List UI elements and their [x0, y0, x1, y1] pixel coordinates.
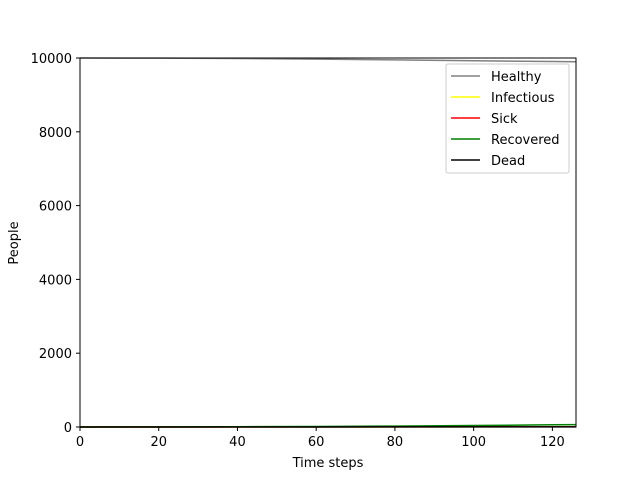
legend-box	[445, 63, 570, 174]
y-tick-label: 4000	[39, 273, 72, 288]
x-tick-label: 40	[229, 435, 246, 450]
legend: Healthy Infectious Sick Recovered Dead	[445, 63, 570, 174]
y-axis-ticks: 0 2000 4000 6000 8000 10000	[31, 52, 80, 436]
x-tick-label: 100	[461, 435, 486, 450]
series-line-healthy	[79, 57, 577, 63]
x-axis-title: Time steps	[292, 456, 364, 471]
x-tick-label: 120	[540, 435, 565, 450]
legend-label-sick: Sick	[491, 112, 518, 127]
y-tick-label: 8000	[39, 126, 72, 141]
y-tick-label: 0	[64, 421, 72, 436]
y-tick-label: 10000	[31, 52, 72, 67]
y-tick-label: 2000	[39, 347, 72, 362]
legend-label-dead: Dead	[491, 154, 525, 169]
y-axis-title: People	[7, 221, 22, 264]
legend-label-healthy: Healthy	[491, 70, 542, 85]
legend-label-infectious: Infectious	[491, 91, 555, 106]
x-tick-label: 20	[150, 435, 167, 450]
x-axis-ticks: 0 20 40 60 80 100 120	[76, 427, 565, 450]
x-tick-label: 0	[76, 435, 84, 450]
y-tick-label: 6000	[39, 200, 72, 215]
legend-label-recovered: Recovered	[491, 133, 560, 148]
x-tick-label: 80	[387, 435, 404, 450]
plot-area-frame	[79, 57, 577, 428]
x-tick-label: 60	[308, 435, 325, 450]
